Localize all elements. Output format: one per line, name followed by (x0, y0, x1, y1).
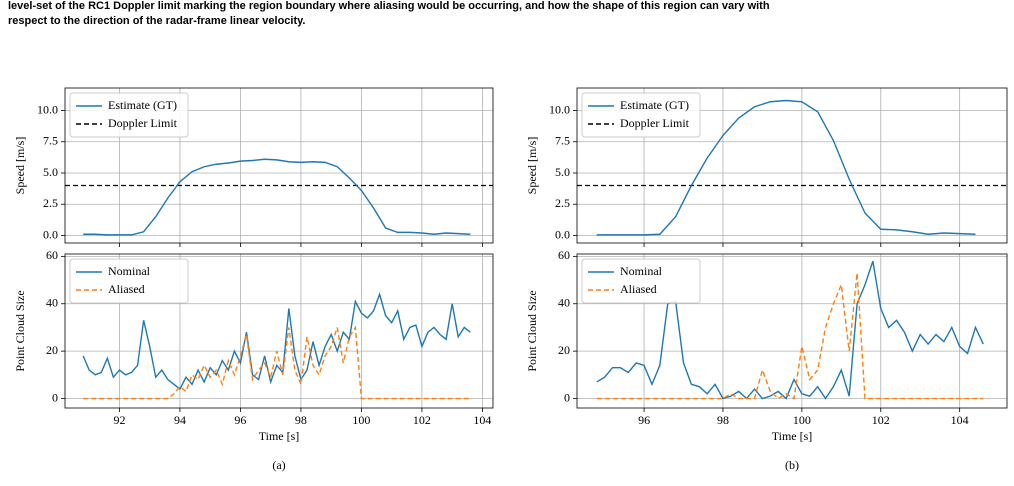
axes-frame (576, 253, 1008, 409)
legend-label: Estimate (GT) (108, 98, 177, 112)
data-line (83, 158, 471, 236)
y-tick-label: 5.0 (43, 165, 58, 179)
x-axis-label: Time [s] (772, 429, 813, 443)
y-axis-label: Point Cloud Size (13, 290, 27, 371)
data-line (83, 325, 471, 400)
x-tick-label: 104 (951, 413, 969, 427)
y-tick-label: 40 (46, 296, 58, 310)
legend-box (69, 258, 189, 304)
axes-frame (576, 87, 1008, 244)
y-tick-label: 10.0 (549, 102, 570, 116)
legend-label: Nominal (108, 264, 151, 278)
y-tick-label: 0 (564, 390, 570, 404)
y-tick-label: 0 (52, 390, 58, 404)
x-tick-label: 96 (638, 413, 650, 427)
legend-label: Doppler Limit (108, 116, 178, 130)
y-tick-label: 7.5 (555, 134, 570, 148)
y-tick-label: 2.5 (43, 196, 58, 210)
y-axis-label: Speed [m/s] (13, 137, 27, 195)
y-tick-label: 60 (558, 248, 570, 262)
y-tick-label: 0.0 (555, 227, 570, 241)
y-tick-label: 60 (46, 248, 58, 262)
y-axis-label: Speed [m/s] (525, 137, 539, 195)
x-tick-label: 104 (473, 413, 491, 427)
x-tick-label: 94 (174, 413, 186, 427)
data-line (596, 99, 976, 236)
y-tick-label: 5.0 (555, 165, 570, 179)
x-tick-label: 98 (295, 413, 307, 427)
x-tick-label: 100 (793, 413, 811, 427)
data-line (596, 260, 984, 400)
data-line (82, 292, 471, 391)
legend-box (581, 258, 701, 304)
caption-line: respect to the direction of the radar-fr… (8, 15, 306, 27)
legend-label: Doppler Limit (620, 116, 690, 130)
subfigure-label: (b) (785, 458, 799, 472)
axes-frame (64, 253, 494, 409)
legend-label: Estimate (GT) (620, 98, 689, 112)
legend-label: Aliased (108, 282, 145, 296)
x-tick-label: 102 (872, 413, 890, 427)
legend-label: Nominal (620, 264, 663, 278)
y-tick-label: 10.0 (37, 102, 58, 116)
x-tick-label: 102 (413, 413, 431, 427)
legend-label: Aliased (620, 282, 657, 296)
subfigure-label: (a) (272, 458, 285, 472)
x-tick-label: 92 (113, 413, 125, 427)
y-tick-label: 0.0 (43, 227, 58, 241)
x-axis-label: Time [s] (259, 429, 300, 443)
y-axis-label: Point Cloud Size (525, 290, 539, 371)
y-tick-label: 40 (558, 296, 570, 310)
x-tick-label: 96 (234, 413, 246, 427)
data-line (596, 272, 984, 400)
caption-line: level-set of the RC1 Doppler limit marki… (8, 0, 770, 12)
x-tick-label: 98 (717, 413, 729, 427)
y-tick-label: 2.5 (555, 196, 570, 210)
x-tick-label: 100 (352, 413, 370, 427)
legend-box (581, 92, 701, 138)
y-tick-label: 7.5 (43, 134, 58, 148)
legend-box (69, 92, 189, 138)
y-tick-label: 20 (46, 343, 58, 357)
axes-frame (64, 87, 494, 244)
y-tick-label: 20 (558, 343, 570, 357)
